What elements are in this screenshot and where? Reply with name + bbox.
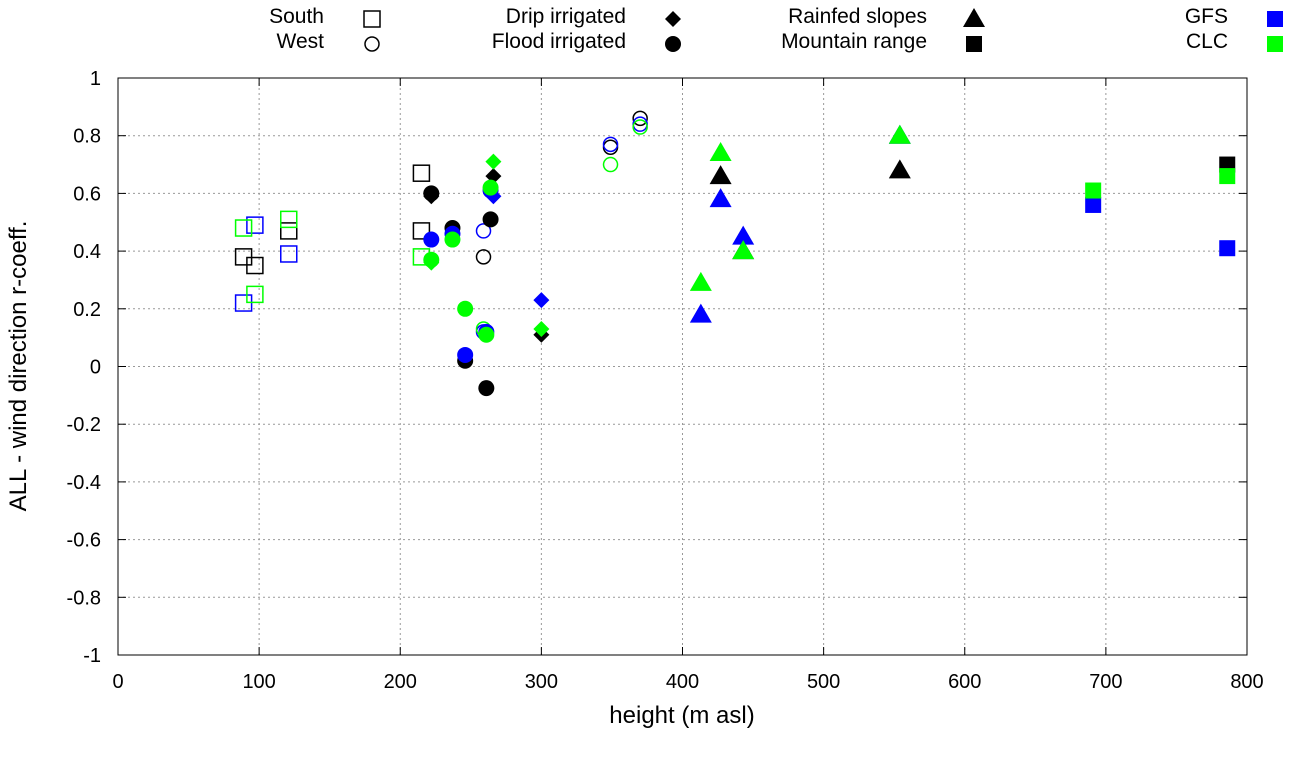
x-tick-label: 100 (242, 671, 275, 693)
x-tick-label: 700 (1089, 671, 1122, 693)
data-point-flood-irrigated-gfs (457, 346, 474, 363)
data-point-rainfed-slopes-clc (888, 124, 911, 144)
data-point-west-clc (602, 156, 619, 173)
data-point-south-all (280, 222, 298, 240)
x-tick-label: 200 (384, 671, 417, 693)
y-tick-label: 0.2 (73, 299, 101, 321)
x-tick-label: 400 (666, 671, 699, 693)
data-point-flood-irrigated-clc (457, 300, 474, 317)
legend-label: Drip irrigated (506, 5, 626, 28)
data-point-west-gfs (475, 223, 492, 239)
data-point-flood-irrigated-all (478, 380, 495, 397)
data-point-west-clc (632, 119, 648, 135)
x-tick-label: 600 (948, 671, 981, 693)
data-point-flood-irrigated-gfs (423, 231, 440, 248)
data-point-south-gfs (246, 216, 264, 234)
y-tick-label: -0.6 (67, 530, 101, 552)
legend-label: West (277, 30, 325, 53)
data-point-flood-irrigated-all (482, 211, 499, 228)
data-point-flood-irrigated-clc (423, 251, 440, 268)
legend-marker (963, 8, 985, 27)
data-point-west-all (602, 139, 619, 155)
data-point-rainfed-slopes-gfs (732, 225, 755, 245)
data-point-flood-irrigated-clc (444, 231, 461, 248)
legend-marker (1267, 36, 1283, 52)
data-point-west-gfs (602, 136, 619, 153)
data-point-south-clc (280, 210, 298, 229)
data-point-rainfed-slopes-gfs (709, 188, 732, 208)
legend-label: Rainfed slopes (788, 5, 927, 28)
data-point-south-all (412, 222, 431, 240)
y-tick-label: -0.8 (67, 587, 101, 609)
data-point-rainfed-slopes-gfs (689, 303, 712, 323)
x-tick-label: 0 (112, 671, 123, 693)
data-point-south-clc (234, 219, 253, 237)
data-point-rainfed-slopes-clc (709, 142, 732, 162)
x-tick-label: 300 (525, 671, 558, 693)
axis-ticks: 0 100 200 300 400 500 600 700 80010.80.60.40.20-… (67, 68, 1264, 693)
y-tick-label: 0 (90, 357, 101, 379)
data-point-west-all (632, 110, 648, 127)
legend-label: Mountain range (781, 30, 927, 53)
data-point-rainfed-slopes-all (888, 159, 911, 179)
y-axis-label: ALL - wind direction r-coeff. (5, 221, 32, 512)
legend-marker (364, 36, 380, 52)
y-tick-label: -0.2 (67, 414, 101, 436)
data-point-west-all (475, 249, 492, 265)
x-tick-label: 800 (1230, 671, 1263, 693)
legend-marker (1267, 11, 1283, 27)
data-point-south-clc (246, 285, 264, 304)
data-points (234, 110, 1236, 397)
y-tick-label: 0.4 (73, 241, 101, 263)
data-point-mountain-range-gfs (1219, 240, 1236, 257)
y-tick-label: -1 (83, 645, 101, 667)
data-point-drip-irrigated-clc (485, 153, 502, 170)
data-point-rainfed-slopes-all (709, 165, 732, 185)
data-point-drip-irrigated-clc (533, 320, 550, 337)
data-point-rainfed-slopes-clc (689, 271, 712, 291)
legend-marker (363, 10, 381, 28)
y-tick-label: 0.6 (73, 183, 101, 205)
data-point-south-all (412, 164, 431, 182)
legend-label: Flood irrigated (492, 30, 626, 53)
legend-label: CLC (1186, 30, 1228, 53)
grid (118, 78, 1247, 655)
data-point-flood-irrigated-all (423, 185, 440, 202)
x-tick-label: 500 (807, 671, 840, 693)
data-point-drip-irrigated-gfs (533, 292, 550, 309)
x-axis-label: height (m asl) (609, 702, 754, 729)
legend-marker (665, 11, 681, 27)
legend-label: South (269, 5, 324, 28)
data-point-flood-irrigated-clc (478, 326, 495, 343)
data-point-mountain-range-clc (1085, 182, 1102, 199)
y-tick-label: 1 (90, 68, 101, 90)
y-tick-label: -0.4 (67, 472, 101, 494)
legend-marker (665, 36, 681, 52)
data-point-mountain-range-clc (1219, 168, 1236, 185)
data-point-south-all (246, 256, 264, 275)
data-point-rainfed-slopes-clc (732, 240, 755, 260)
y-tick-label: 0.8 (73, 126, 101, 148)
data-point-flood-irrigated-clc (482, 179, 499, 196)
data-point-mountain-range-gfs (1085, 196, 1102, 213)
legend-label: GFS (1185, 5, 1228, 28)
legend-marker (966, 36, 982, 52)
data-point-south-gfs (280, 245, 298, 263)
